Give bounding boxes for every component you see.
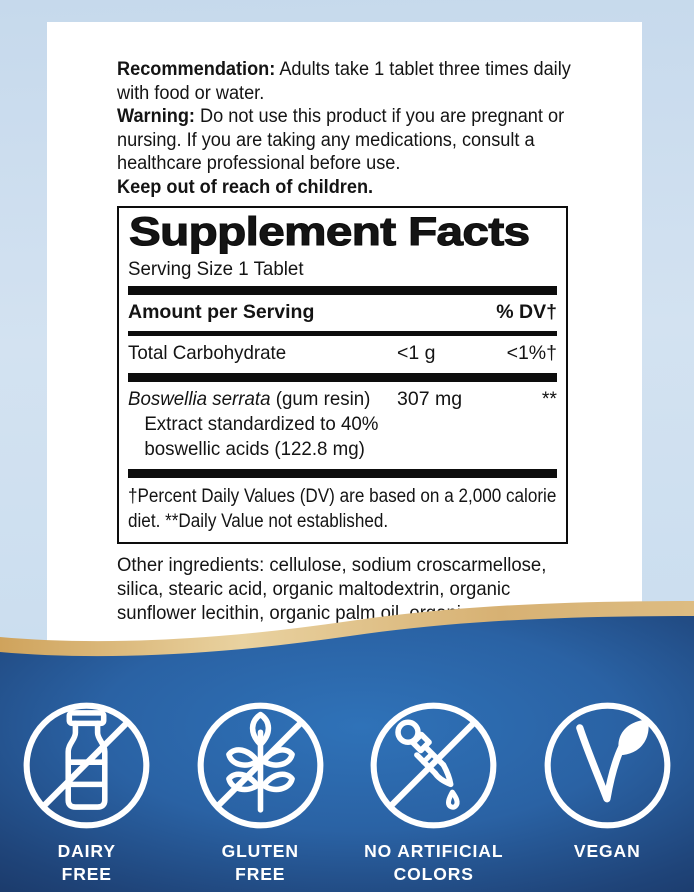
directions-text: Recommendation: Adults take 1 tablet thr… [117, 58, 571, 199]
divider-bar-thick [128, 468, 557, 478]
divider-bar-medium [128, 330, 557, 336]
footer-wave-panel [0, 578, 694, 892]
nutrient-name: Total Carbohydrate [128, 341, 287, 364]
nutrient-name: Boswellia serrata (gum resin) Extract st… [128, 387, 379, 460]
divider-bar-thick [128, 372, 557, 382]
amount-per-serving-header: Amount per Serving [128, 300, 315, 323]
direction-line: nursing. If you are taking any medicatio… [117, 129, 535, 151]
badge-label: NO ARTIFICIAL COLORS [364, 841, 504, 884]
direction-line: Warning: Do not use this product if you … [117, 106, 565, 127]
direction-line: Recommendation: Adults take 1 tablet thr… [117, 59, 571, 80]
no-gluten-icon [197, 702, 324, 829]
divider-bar-thick [128, 285, 557, 295]
badge-dairy-free: DAIRY FREE [0, 699, 174, 886]
badges-row: DAIRY FREE GLUTEN FREE [0, 699, 694, 886]
supplement-facts-title: Supplement Facts [128, 210, 530, 254]
label-sheet: Recommendation: Adults take 1 tablet thr… [47, 22, 642, 667]
no-artificial-colors-icon [370, 702, 497, 829]
badge-label: DAIRY FREE [57, 841, 116, 884]
dv-header: % DV† [496, 300, 557, 323]
supplement-facts-panel: Supplement Facts Serving Size 1 Tablet A… [117, 206, 568, 544]
wave-graphic [0, 601, 694, 892]
direction-line: healthcare professional before use. [117, 153, 401, 174]
nutrient-amount: 307 mg [397, 387, 463, 410]
facts-footnote: †Percent Daily Values (DV) are based on … [128, 485, 557, 532]
facts-header-row: Amount per Serving % DV† [128, 295, 557, 331]
badge-label: GLUTEN FREE [221, 841, 299, 884]
nutrient-dv: ** [541, 387, 557, 410]
blue-panel [0, 616, 694, 892]
badge-vegan: VEGAN [521, 699, 694, 886]
nutrient-row-carbohydrate: Total Carbohydrate <1 g <1%† [128, 336, 557, 373]
nutrient-dv: <1%† [506, 341, 557, 364]
nutrient-amount: <1 g [397, 341, 436, 364]
nutrient-row-boswellia: Boswellia serrata (gum resin) Extract st… [128, 382, 557, 469]
direction-line: Keep out of reach of children. [117, 176, 374, 198]
badge-gluten-free: GLUTEN FREE [174, 699, 348, 886]
badge-label: VEGAN [573, 841, 641, 861]
no-dairy-icon [23, 702, 150, 829]
direction-line: with food or water. [117, 82, 265, 104]
vegan-icon [544, 702, 671, 829]
serving-size: Serving Size 1 Tablet [128, 257, 304, 280]
badge-no-artificial-colors: NO ARTIFICIAL COLORS [347, 699, 521, 886]
